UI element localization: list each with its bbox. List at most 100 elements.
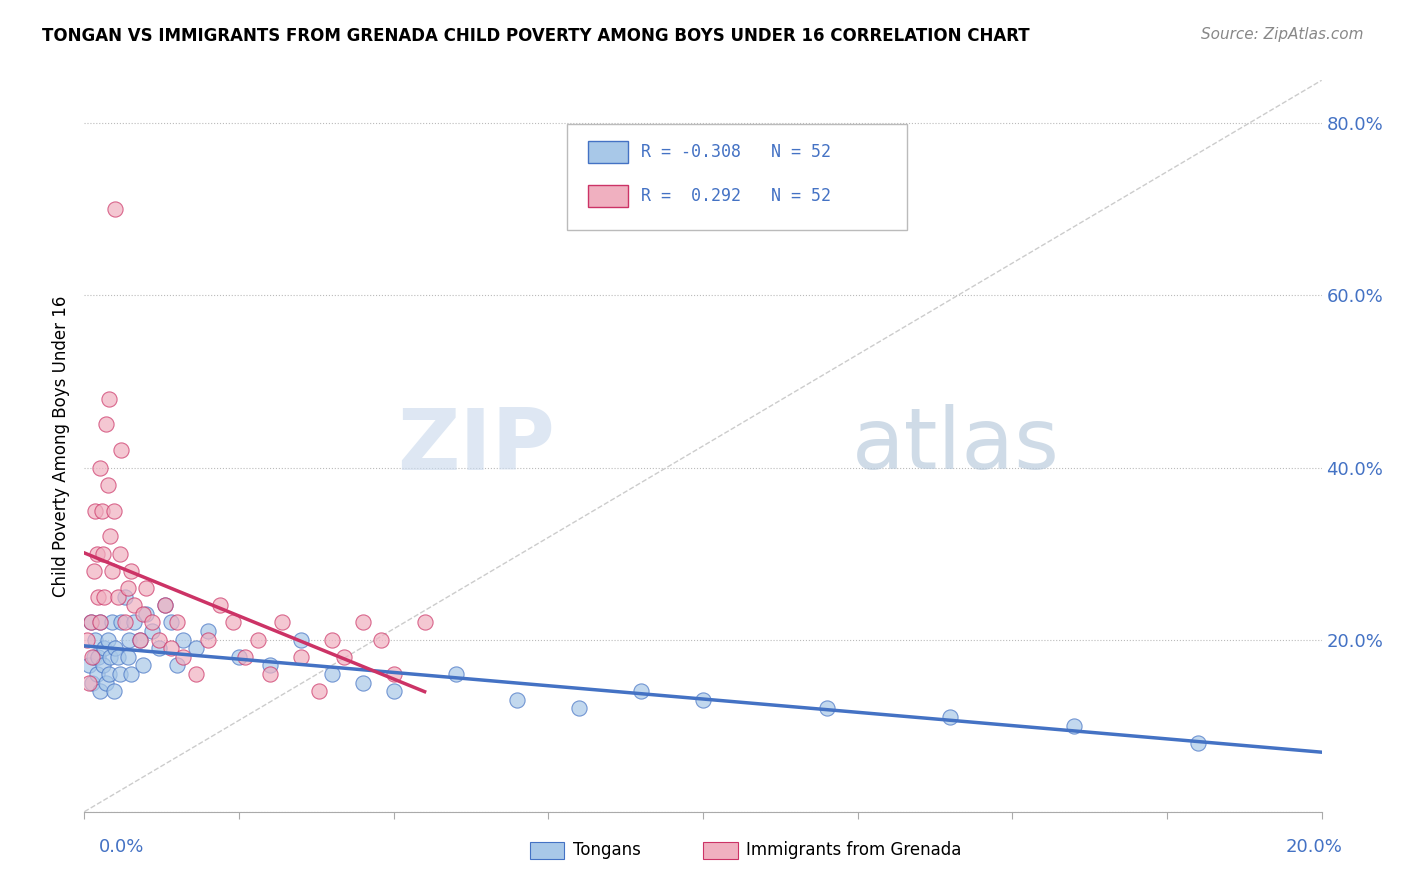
Text: R =  0.292   N = 52: R = 0.292 N = 52 [641,186,831,205]
Point [135,581,157,595]
Point [382,667,405,681]
Point [172,632,194,647]
Point [290,632,312,647]
Point [118,632,141,647]
Point [135,607,157,621]
Point [117,581,139,595]
Point [94,417,117,432]
Point [120,564,142,578]
Point [321,667,343,681]
Point [114,615,136,630]
Point [104,202,127,217]
Point [80,649,103,664]
Point [110,547,132,561]
Text: Immigrants from Grenada: Immigrants from Grenada [747,841,962,859]
Point [308,684,330,698]
Point [197,632,219,647]
Text: 0.0%: 0.0% [98,838,143,856]
Point [132,607,155,621]
Point [630,684,652,698]
Point [83,564,105,578]
Point [97,477,120,491]
Point [141,624,163,638]
Bar [530,842,564,859]
Text: 20.0%: 20.0% [1286,838,1343,856]
Point [117,649,139,664]
Point [413,615,436,630]
Point [104,641,127,656]
Point [89,684,111,698]
Point [79,675,101,690]
Point [98,667,121,681]
Point [91,547,114,561]
Point [120,667,142,681]
Point [370,632,392,647]
Point [160,641,183,656]
Point [506,693,529,707]
Point [160,615,183,630]
Text: atlas: atlas [852,404,1060,488]
Point [101,564,124,578]
Point [939,710,962,724]
Point [79,615,101,630]
Point [259,667,281,681]
Text: R = -0.308   N = 52: R = -0.308 N = 52 [641,143,831,161]
Point [84,632,107,647]
Point [101,615,124,630]
Point [79,615,101,630]
Point [321,632,343,647]
Bar [588,141,627,163]
Point [84,503,107,517]
Point [222,615,245,630]
Point [153,598,176,612]
Point [83,649,105,664]
Point [290,649,312,664]
Point [228,649,250,664]
Point [352,615,374,630]
Point [166,658,188,673]
Point [259,658,281,673]
Point [94,675,117,690]
Point [333,649,356,664]
Point [90,503,112,517]
Point [352,675,374,690]
Point [233,649,256,664]
Point [129,632,152,647]
Point [184,667,207,681]
Point [98,392,121,406]
Text: Source: ZipAtlas.com: Source: ZipAtlas.com [1201,27,1364,42]
Text: Tongans: Tongans [574,841,641,859]
Point [271,615,294,630]
Point [209,598,232,612]
Point [184,641,207,656]
Point [91,658,114,673]
Point [103,503,125,517]
Point [122,598,145,612]
Point [568,701,591,715]
Point [89,615,111,630]
Point [79,658,101,673]
Point [153,598,176,612]
Point [110,443,132,458]
Point [114,590,136,604]
Point [103,684,125,698]
Point [141,615,163,630]
Point [122,615,145,630]
Point [87,590,110,604]
Point [110,615,132,630]
Y-axis label: Child Poverty Among Boys Under 16: Child Poverty Among Boys Under 16 [52,295,70,597]
Point [692,693,714,707]
Point [246,632,269,647]
Point [86,667,108,681]
Point [98,649,121,664]
Point [107,590,129,604]
Bar [703,842,738,859]
Point [97,632,120,647]
Point [1063,719,1085,733]
Point [76,632,98,647]
Point [129,632,152,647]
Point [1187,736,1209,750]
Point [86,547,108,561]
Point [87,649,110,664]
Point [148,641,170,656]
